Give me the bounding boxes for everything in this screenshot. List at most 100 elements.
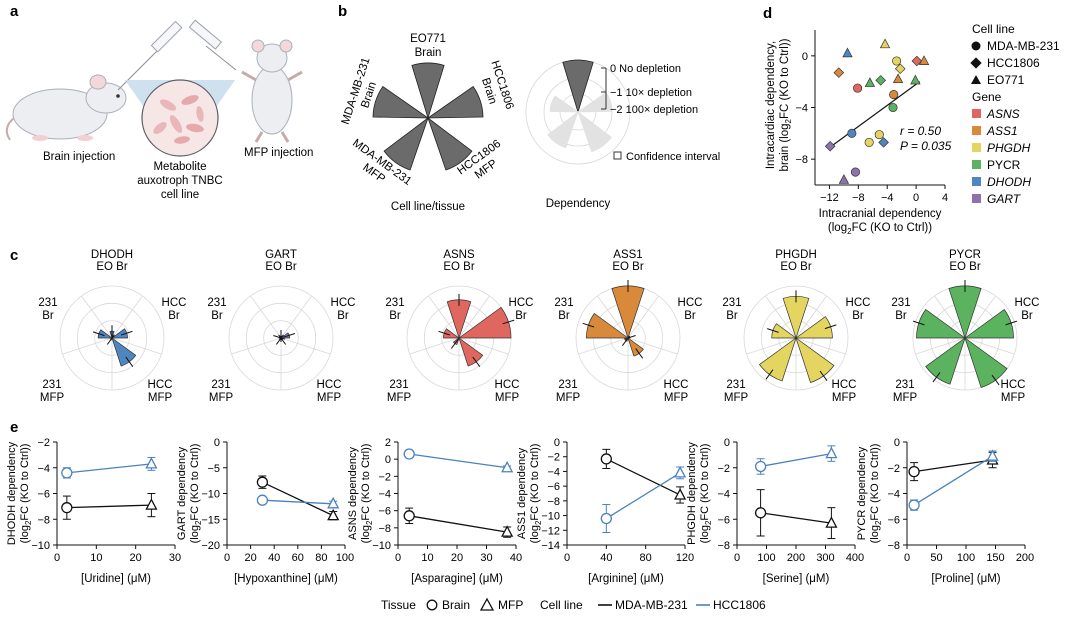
e-y-tick-label: −8: [887, 540, 900, 552]
d-point: [894, 63, 906, 75]
e-point-brain: [754, 460, 767, 473]
e-point-mfp: [825, 516, 838, 528]
d-point: [875, 75, 887, 86]
d-x-tick-label: −12: [820, 192, 839, 204]
legend-cell-0: MDA-MB-231: [987, 39, 1060, 53]
gene-swatch: [972, 143, 981, 152]
panel-c-letter: c: [10, 247, 18, 264]
d-point: [850, 167, 860, 177]
e-x-tick-label: 100: [757, 552, 775, 564]
e-y-label: PYCR dependency: [856, 446, 868, 540]
d-point: [838, 174, 850, 184]
rose-category-label: Br: [168, 310, 180, 322]
e-y-tick-label: −10: [541, 511, 560, 523]
rose-category-label: MFP: [387, 392, 412, 404]
d-point: [892, 73, 904, 84]
e-y-tick-label: 0: [554, 437, 560, 449]
legend-mfp: MFP: [498, 598, 523, 612]
legend-mda: MDA-MB-231: [615, 598, 688, 612]
rose-grid-spoke: [231, 337, 282, 355]
rose-category-label: HCC: [832, 379, 857, 391]
rose-category-label: MFP: [317, 392, 342, 404]
metabolite-line-2: auxotroph TNBC: [137, 175, 222, 187]
e-series-line: [409, 515, 508, 533]
rose-category-label: 231: [726, 379, 745, 391]
panel-b-letter: b: [338, 3, 347, 20]
rose-category-label: MFP: [1001, 392, 1026, 404]
e-y-tick-label: 2: [385, 437, 391, 449]
e-series-line: [760, 512, 832, 524]
e-y-label-2: (log2FC (KO to Ctrl)): [699, 444, 713, 544]
e-point-mfp: [501, 525, 514, 537]
e-series-line: [606, 458, 681, 496]
rose-ci-bar: [125, 356, 134, 367]
e-y-tick-label: −14: [541, 540, 560, 552]
d-point: [874, 130, 884, 140]
e-x-tick-label: 30: [480, 552, 492, 564]
rose-grid-spoke: [627, 337, 678, 355]
e-plot-phgdh: 0 100 200 300 400 0 −2 −4 −6 −8 [Serine] (μM) PHGDH…: [686, 437, 864, 585]
e-y-tick-label: −10: [31, 540, 50, 552]
d-annotation-p: P = 0.035: [900, 139, 952, 153]
rose-category-label: HCC: [148, 379, 173, 391]
b-legend-2: −2 100× depletion: [610, 104, 698, 116]
e-y-tick-label: −8: [547, 496, 560, 508]
rose-category-label: MFP: [495, 392, 520, 404]
rose-category-label: EO Br: [265, 261, 296, 273]
panel-b-rose-left: [372, 62, 484, 171]
rose-grid-spoke: [111, 337, 162, 355]
rose-category-label: MFP: [209, 392, 234, 404]
e-point-brain: [403, 510, 415, 522]
e-x-tick-label: 10: [90, 552, 102, 564]
rose-grid-spoke: [578, 337, 629, 355]
e-y-tick-label: −6: [378, 506, 391, 518]
e-x-label: [Serine] (μM): [763, 573, 830, 585]
rose-category-label: HCC: [162, 297, 187, 309]
d-point: [911, 55, 923, 67]
e-y-tick-label: −20: [201, 540, 220, 552]
e-point-mfp: [674, 488, 687, 500]
d-x-tick-label: −4: [881, 192, 894, 204]
d-x-label: Intracranial dependency: [819, 208, 942, 220]
rose-grid-spoke: [934, 295, 966, 339]
rose-grid-spoke: [597, 295, 629, 339]
e-y-tick-label: −4: [547, 466, 560, 478]
e-x-tick-label: 20: [451, 552, 463, 564]
gene-swatch: [972, 160, 981, 169]
e-point-mfp: [327, 496, 340, 509]
e-point-brain: [403, 448, 415, 460]
gene-label: GART: [987, 192, 1022, 206]
e-x-tick-label: 0: [904, 552, 910, 564]
rose-category-label: 231: [389, 379, 408, 391]
rose-category-label: 231: [558, 379, 577, 391]
rose-ci-bar: [120, 330, 133, 336]
panel-a-letter: a: [10, 3, 19, 20]
rose-category-label: MFP: [40, 392, 65, 404]
legend-cell-line: Cell line: [540, 598, 583, 612]
e-point-brain: [600, 512, 612, 525]
rose-grid-spoke: [458, 337, 509, 355]
e-x-tick-label: 50: [930, 552, 942, 564]
gene-swatch: [972, 194, 981, 203]
e-y-tick-label: −2: [547, 452, 560, 464]
rose-category-label: HCC: [317, 379, 342, 391]
rose-category-label: MFP: [556, 392, 581, 404]
e-y-tick-label: 0: [894, 437, 900, 449]
rose-category-label: 231: [722, 297, 741, 309]
e-y-tick-label: −8: [37, 514, 50, 526]
rose-title: ASS1: [613, 249, 642, 261]
e-x-tick-label: 40: [268, 552, 280, 564]
e-x-tick-label: 80: [640, 552, 652, 564]
e-y-label: DHODH dependency: [6, 441, 18, 545]
e-y-label-2: (log2FC (KO to Ctrl)): [529, 444, 543, 544]
gene-label: ASNS: [986, 107, 1020, 121]
rose-category-label: 231: [211, 379, 230, 391]
rose-category-label: 231: [42, 379, 61, 391]
e-y-tick-label: −5: [207, 463, 220, 475]
gene-label: DHODH: [987, 175, 1031, 189]
e-y-label-2: (log2FC (KO to Ctrl)): [360, 444, 374, 544]
